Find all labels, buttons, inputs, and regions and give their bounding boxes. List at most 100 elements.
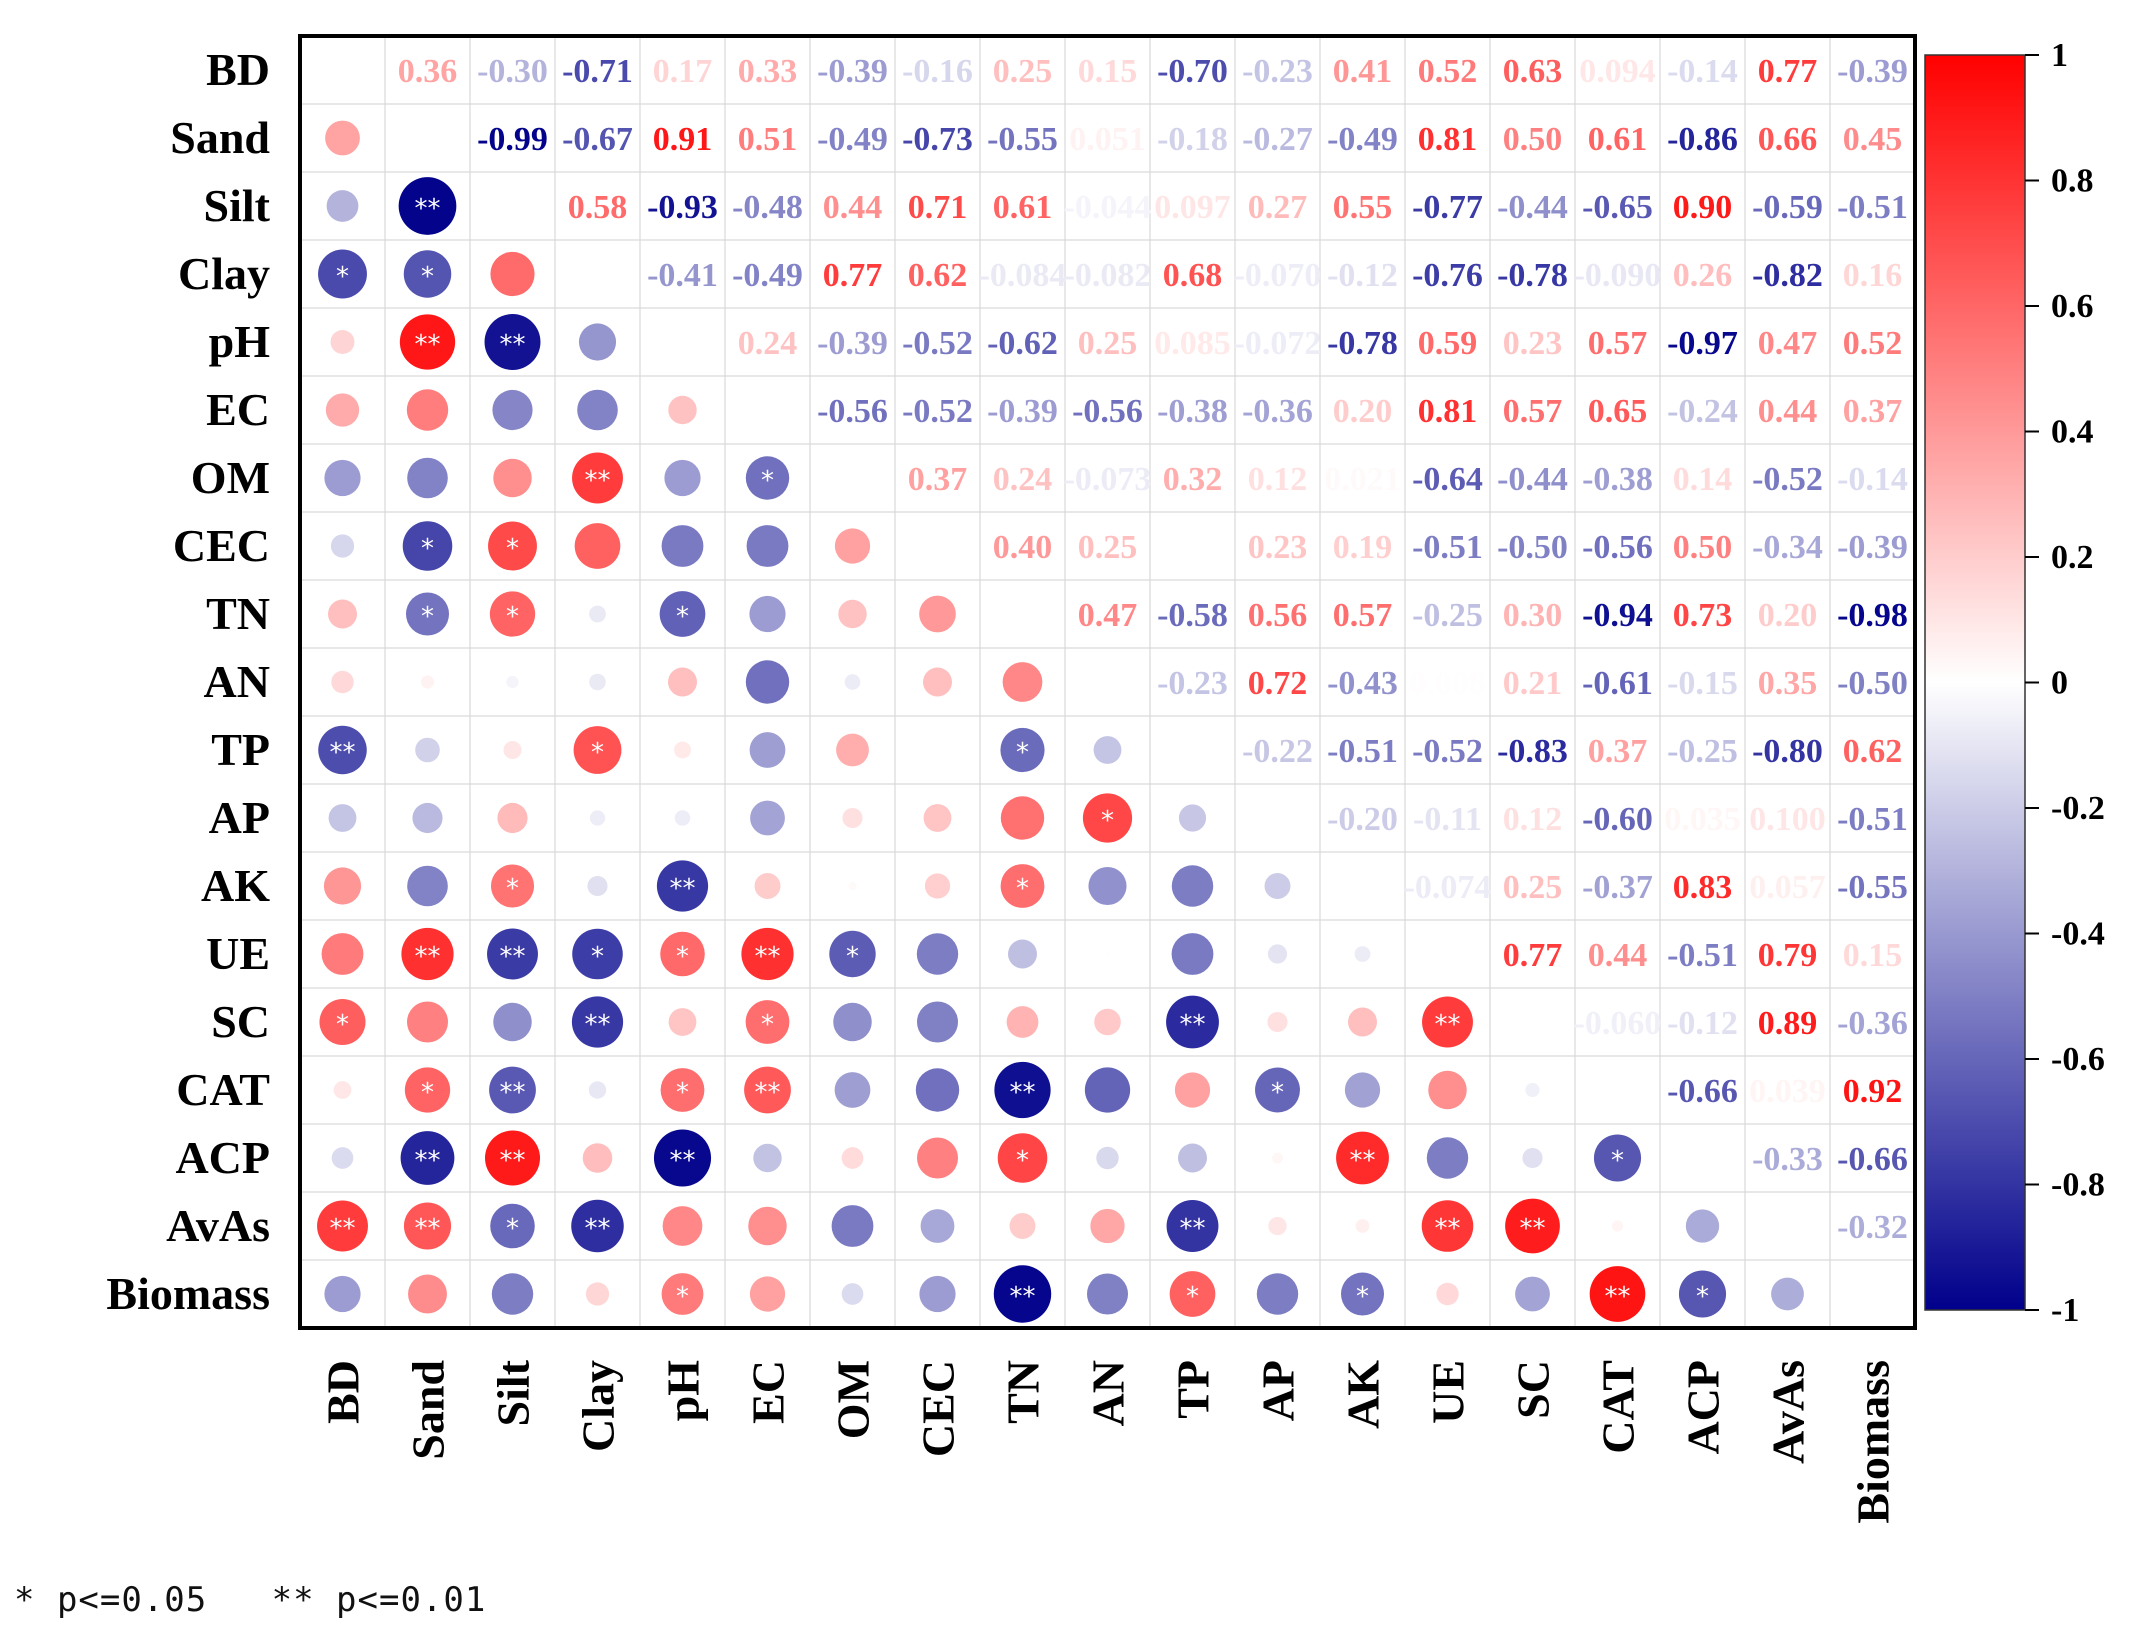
significance-star: ** xyxy=(415,1214,441,1244)
correlation-value: -0.50 xyxy=(1497,529,1568,566)
correlation-circle xyxy=(1166,1200,1219,1252)
correlation-circle xyxy=(1094,1008,1121,1036)
correlation-circle xyxy=(1256,1273,1299,1315)
correlation-value: -0.78 xyxy=(1497,257,1568,294)
correlation-circle xyxy=(746,525,789,567)
correlation-circle xyxy=(1086,1273,1129,1315)
correlation-circle xyxy=(1093,736,1122,764)
column-label: TP xyxy=(1168,1360,1219,1419)
correlation-value: -0.65 xyxy=(1582,189,1653,226)
correlation-circle xyxy=(324,459,361,497)
correlation-value: -0.48 xyxy=(732,189,803,226)
correlation-circle xyxy=(844,674,861,690)
significance-star: ** xyxy=(500,1146,526,1176)
correlation-value: -0.34 xyxy=(1752,529,1823,566)
colorbar-tick-label: 0.2 xyxy=(2051,539,2094,576)
correlation-value: 0.37 xyxy=(1588,733,1648,770)
correlation-value: 0.25 xyxy=(993,53,1053,90)
correlation-value: 0.32 xyxy=(1163,461,1223,498)
correlation-value: -0.83 xyxy=(1497,733,1568,770)
significance-star: ** xyxy=(415,194,441,224)
correlation-value: -0.24 xyxy=(1667,393,1738,430)
correlation-circle xyxy=(1174,1072,1211,1108)
correlation-value: -0.66 xyxy=(1667,1073,1738,1110)
row-label: AvAs xyxy=(166,1200,270,1251)
correlation-circle xyxy=(838,599,867,629)
correlation-value: -0.074 xyxy=(1404,869,1492,906)
correlation-circle xyxy=(834,528,871,564)
correlation-circle xyxy=(923,667,952,697)
correlation-value: 0.23 xyxy=(1248,529,1308,566)
correlation-circle xyxy=(997,1133,1048,1183)
correlation-circle xyxy=(493,1002,532,1042)
correlation-value: 0.27 xyxy=(1248,189,1308,226)
correlation-circle xyxy=(574,523,621,569)
column-label: Silt xyxy=(488,1359,539,1426)
correlation-value: -0.52 xyxy=(902,393,973,430)
correlation-circle xyxy=(833,1002,872,1042)
correlation-value: 0.37 xyxy=(908,461,968,498)
correlation-circle xyxy=(406,1001,449,1043)
column-label: Biomass xyxy=(1848,1360,1899,1524)
correlation-circle xyxy=(331,670,354,694)
correlation-value: -0.36 xyxy=(1242,393,1313,430)
correlation-value: 0.52 xyxy=(1843,325,1903,362)
significance-star: ** xyxy=(415,330,441,360)
correlation-value: -0.16 xyxy=(902,53,973,90)
correlation-value: 0.44 xyxy=(1758,393,1818,430)
correlation-value: -0.98 xyxy=(1837,597,1908,634)
correlation-circle xyxy=(919,595,956,633)
correlation-circle xyxy=(503,740,522,760)
correlation-circle xyxy=(1267,944,1288,964)
correlation-value: -0.30 xyxy=(477,53,548,90)
correlation-value: 0.21 xyxy=(1503,665,1563,702)
colorbar: 1 0.8 0.6 0.4 0.2 0 -0.2 -0.4 -0.6 -0.8 -1 xyxy=(1924,37,2105,1329)
correlation-circle xyxy=(841,1283,864,1305)
correlation-value: -0.33 xyxy=(1752,1141,1823,1178)
correlation-value: 0.77 xyxy=(823,257,883,294)
correlation-value: -0.61 xyxy=(1582,665,1653,702)
correlation-circle xyxy=(842,807,863,829)
correlation-value: 0.24 xyxy=(993,461,1053,498)
correlation-circle xyxy=(406,389,449,431)
correlation-value: 0.81 xyxy=(1418,393,1478,430)
correlation-circle xyxy=(1084,1067,1131,1113)
column-label: AP xyxy=(1253,1360,1304,1421)
significance-star: * xyxy=(336,262,349,292)
row-label: CAT xyxy=(176,1064,270,1115)
correlation-circle xyxy=(661,525,704,567)
correlation-value: -0.44 xyxy=(1497,189,1568,226)
correlation-circle xyxy=(407,457,448,499)
correlation-circle xyxy=(1771,1277,1804,1311)
correlation-circle xyxy=(1178,804,1207,832)
correlation-value: 0.61 xyxy=(993,189,1053,226)
correlation-value: -0.52 xyxy=(902,325,973,362)
correlation-circle xyxy=(587,875,608,897)
correlation-circle xyxy=(753,1143,782,1173)
correlation-value: 0.50 xyxy=(1673,529,1733,566)
correlation-circle xyxy=(741,927,794,981)
column-label: UE xyxy=(1423,1360,1474,1424)
row-label: pH xyxy=(209,316,271,367)
matrix-frame xyxy=(298,34,1917,1330)
significance-star: ** xyxy=(1010,1282,1036,1312)
correlation-value: 0.17 xyxy=(653,53,713,90)
significance-star: ** xyxy=(585,1214,611,1244)
correlation-value: -0.73 xyxy=(902,121,973,158)
correlation-value: 0.25 xyxy=(1503,869,1563,906)
correlation-value: -0.39 xyxy=(817,53,888,90)
correlation-circle xyxy=(1096,1146,1119,1170)
correlation-value: -0.76 xyxy=(1412,257,1483,294)
upper-triangle-values: 0.36 -0.30 -0.71 0.17 0.33 -0.39 -0.16 0.25 0.15… xyxy=(398,53,1908,1246)
correlation-value: -0.073 xyxy=(1064,461,1152,498)
row-label: AP xyxy=(209,792,270,843)
correlation-circle xyxy=(1264,873,1291,899)
correlation-circle xyxy=(1428,1070,1467,1110)
significance-star: ** xyxy=(500,942,526,972)
correlation-value: -0.70 xyxy=(1157,53,1228,90)
correlation-circle xyxy=(1000,864,1045,908)
correlation-value: -0.14 xyxy=(1837,461,1908,498)
correlation-circle xyxy=(834,1072,871,1108)
correlation-value: 0.57 xyxy=(1503,393,1563,430)
correlation-value: -0.22 xyxy=(1242,733,1313,770)
